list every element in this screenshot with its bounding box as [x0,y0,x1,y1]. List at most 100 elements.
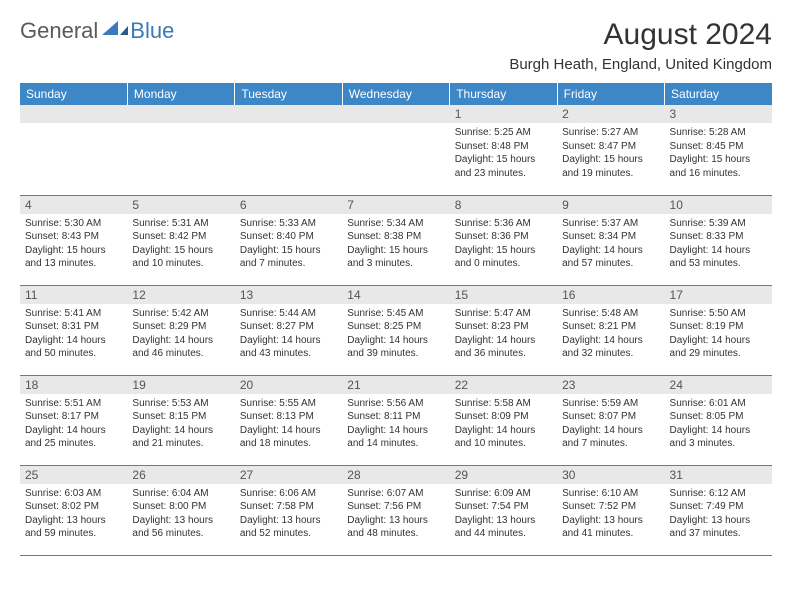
calendar-day-cell: 3Sunrise: 5:28 AMSunset: 8:45 PMDaylight… [665,105,772,195]
calendar-page: General Blue August 2024 Burgh Heath, En… [0,0,792,574]
calendar-day-cell: 12Sunrise: 5:42 AMSunset: 8:29 PMDayligh… [127,285,234,375]
calendar-day-cell: 31Sunrise: 6:12 AMSunset: 7:49 PMDayligh… [665,465,772,555]
month-title: August 2024 [509,18,772,52]
day-details: Sunrise: 6:07 AMSunset: 7:56 PMDaylight:… [342,484,449,546]
logo: General Blue [20,18,174,44]
day-details: Sunrise: 5:48 AMSunset: 8:21 PMDaylight:… [557,304,664,366]
calendar-week-row: 11Sunrise: 5:41 AMSunset: 8:31 PMDayligh… [20,285,772,375]
day-details: Sunrise: 6:06 AMSunset: 7:58 PMDaylight:… [235,484,342,546]
day-details: Sunrise: 5:44 AMSunset: 8:27 PMDaylight:… [235,304,342,366]
day-details: Sunrise: 5:53 AMSunset: 8:15 PMDaylight:… [127,394,234,456]
empty-day [20,105,127,123]
calendar-day-cell: 1Sunrise: 5:25 AMSunset: 8:48 PMDaylight… [450,105,557,195]
weekday-header: Sunday [20,83,127,105]
day-details: Sunrise: 5:55 AMSunset: 8:13 PMDaylight:… [235,394,342,456]
calendar-day-cell: 30Sunrise: 6:10 AMSunset: 7:52 PMDayligh… [557,465,664,555]
empty-day [235,105,342,123]
empty-day [342,105,449,123]
day-number: 24 [665,376,772,394]
calendar-day-cell: 25Sunrise: 6:03 AMSunset: 8:02 PMDayligh… [20,465,127,555]
day-number: 19 [127,376,234,394]
calendar-day-cell [20,105,127,195]
calendar-day-cell [342,105,449,195]
calendar-day-cell: 26Sunrise: 6:04 AMSunset: 8:00 PMDayligh… [127,465,234,555]
day-details: Sunrise: 6:09 AMSunset: 7:54 PMDaylight:… [450,484,557,546]
day-number: 22 [450,376,557,394]
calendar-week-row: 4Sunrise: 5:30 AMSunset: 8:43 PMDaylight… [20,195,772,285]
calendar-day-cell: 18Sunrise: 5:51 AMSunset: 8:17 PMDayligh… [20,375,127,465]
day-details: Sunrise: 5:51 AMSunset: 8:17 PMDaylight:… [20,394,127,456]
day-number: 27 [235,466,342,484]
day-details: Sunrise: 5:39 AMSunset: 8:33 PMDaylight:… [665,214,772,276]
day-number: 13 [235,286,342,304]
day-number: 16 [557,286,664,304]
calendar-day-cell: 11Sunrise: 5:41 AMSunset: 8:31 PMDayligh… [20,285,127,375]
weekday-header: Thursday [450,83,557,105]
day-details: Sunrise: 5:50 AMSunset: 8:19 PMDaylight:… [665,304,772,366]
calendar-day-cell [127,105,234,195]
day-number: 6 [235,196,342,214]
day-number: 30 [557,466,664,484]
day-details: Sunrise: 6:03 AMSunset: 8:02 PMDaylight:… [20,484,127,546]
calendar-day-cell: 28Sunrise: 6:07 AMSunset: 7:56 PMDayligh… [342,465,449,555]
calendar-week-row: 1Sunrise: 5:25 AMSunset: 8:48 PMDaylight… [20,105,772,195]
calendar-day-cell: 19Sunrise: 5:53 AMSunset: 8:15 PMDayligh… [127,375,234,465]
day-details: Sunrise: 5:31 AMSunset: 8:42 PMDaylight:… [127,214,234,276]
day-number: 4 [20,196,127,214]
weekday-header: Monday [127,83,234,105]
day-number: 18 [20,376,127,394]
calendar-day-cell: 9Sunrise: 5:37 AMSunset: 8:34 PMDaylight… [557,195,664,285]
day-number: 20 [235,376,342,394]
day-details: Sunrise: 5:47 AMSunset: 8:23 PMDaylight:… [450,304,557,366]
day-number: 26 [127,466,234,484]
day-number: 17 [665,286,772,304]
day-number: 15 [450,286,557,304]
logo-text-1: General [20,18,98,44]
header: General Blue August 2024 Burgh Heath, En… [20,18,772,73]
day-number: 21 [342,376,449,394]
day-details: Sunrise: 5:33 AMSunset: 8:40 PMDaylight:… [235,214,342,276]
calendar-day-cell: 29Sunrise: 6:09 AMSunset: 7:54 PMDayligh… [450,465,557,555]
weekday-header: Friday [557,83,664,105]
calendar-day-cell: 17Sunrise: 5:50 AMSunset: 8:19 PMDayligh… [665,285,772,375]
day-number: 28 [342,466,449,484]
weekday-header: Wednesday [342,83,449,105]
day-details: Sunrise: 5:36 AMSunset: 8:36 PMDaylight:… [450,214,557,276]
day-number: 9 [557,196,664,214]
day-number: 5 [127,196,234,214]
title-block: August 2024 Burgh Heath, England, United… [509,18,772,73]
day-details: Sunrise: 5:59 AMSunset: 8:07 PMDaylight:… [557,394,664,456]
calendar-day-cell [235,105,342,195]
day-number: 25 [20,466,127,484]
weekday-header-row: Sunday Monday Tuesday Wednesday Thursday… [20,83,772,105]
calendar-day-cell: 14Sunrise: 5:45 AMSunset: 8:25 PMDayligh… [342,285,449,375]
day-details: Sunrise: 6:01 AMSunset: 8:05 PMDaylight:… [665,394,772,456]
calendar-day-cell: 15Sunrise: 5:47 AMSunset: 8:23 PMDayligh… [450,285,557,375]
weekday-header: Tuesday [235,83,342,105]
day-details: Sunrise: 5:27 AMSunset: 8:47 PMDaylight:… [557,123,664,185]
calendar-day-cell: 7Sunrise: 5:34 AMSunset: 8:38 PMDaylight… [342,195,449,285]
calendar-day-cell: 22Sunrise: 5:58 AMSunset: 8:09 PMDayligh… [450,375,557,465]
day-details: Sunrise: 5:25 AMSunset: 8:48 PMDaylight:… [450,123,557,185]
day-details: Sunrise: 6:04 AMSunset: 8:00 PMDaylight:… [127,484,234,546]
day-details: Sunrise: 6:12 AMSunset: 7:49 PMDaylight:… [665,484,772,546]
calendar-day-cell: 20Sunrise: 5:55 AMSunset: 8:13 PMDayligh… [235,375,342,465]
calendar-day-cell: 24Sunrise: 6:01 AMSunset: 8:05 PMDayligh… [665,375,772,465]
logo-sail-icon [102,21,128,35]
day-details: Sunrise: 5:28 AMSunset: 8:45 PMDaylight:… [665,123,772,185]
logo-text-2: Blue [130,18,174,44]
calendar-week-row: 18Sunrise: 5:51 AMSunset: 8:17 PMDayligh… [20,375,772,465]
weekday-header: Saturday [665,83,772,105]
day-details: Sunrise: 5:58 AMSunset: 8:09 PMDaylight:… [450,394,557,456]
calendar-day-cell: 5Sunrise: 5:31 AMSunset: 8:42 PMDaylight… [127,195,234,285]
day-number: 31 [665,466,772,484]
calendar-day-cell: 6Sunrise: 5:33 AMSunset: 8:40 PMDaylight… [235,195,342,285]
calendar-day-cell: 2Sunrise: 5:27 AMSunset: 8:47 PMDaylight… [557,105,664,195]
day-details: Sunrise: 5:42 AMSunset: 8:29 PMDaylight:… [127,304,234,366]
day-details: Sunrise: 6:10 AMSunset: 7:52 PMDaylight:… [557,484,664,546]
calendar-day-cell: 8Sunrise: 5:36 AMSunset: 8:36 PMDaylight… [450,195,557,285]
day-details: Sunrise: 5:37 AMSunset: 8:34 PMDaylight:… [557,214,664,276]
day-number: 1 [450,105,557,123]
day-number: 2 [557,105,664,123]
day-details: Sunrise: 5:56 AMSunset: 8:11 PMDaylight:… [342,394,449,456]
